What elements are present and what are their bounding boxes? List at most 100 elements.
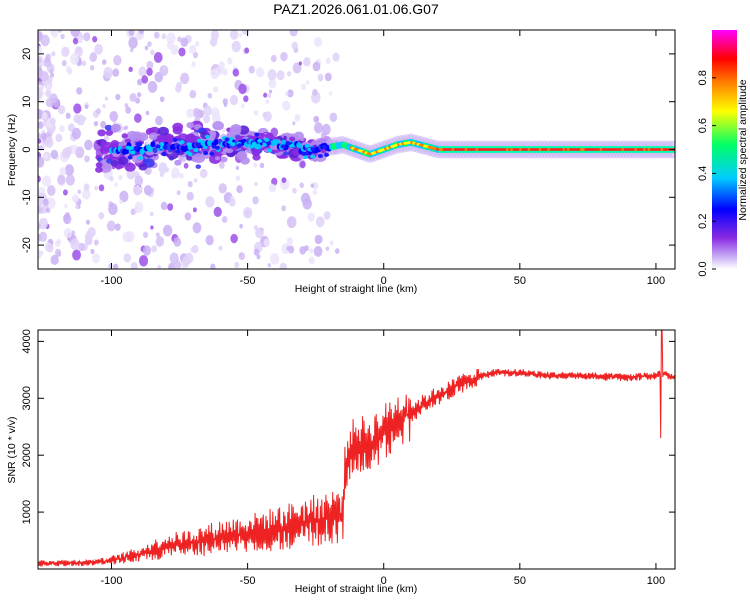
spectrogram-noise-blob [144,45,149,51]
spectrogram-noise-blob [138,30,145,35]
spectrogram-noise-blob [40,132,48,141]
spectrogram-noise-blob [191,244,199,254]
spectrogram-noise-blob [84,155,90,163]
spectrogram-noise-blob [83,32,91,42]
spectrogram-xtick-label: 100 [647,275,665,287]
spectrogram-ridge-cell [296,142,302,149]
spectrogram-noise-blob [94,185,98,191]
spectrogram-noise-blob [44,136,54,148]
spectrogram-noise-blob [51,30,58,38]
spectrogram-noise-blob [49,93,58,104]
spectrogram-noise-blob [94,43,103,55]
spectrogram-noise-blob [280,51,288,62]
snr-ytick-label: 2000 [21,443,33,467]
spectrogram-cloud-blob [214,156,221,161]
spectrogram-noise-blob [65,146,72,155]
spectrogram-noise-blob [146,67,153,76]
spectrogram-noise-blob [221,216,228,224]
spectrogram-bright-spot [321,145,327,150]
spectrogram-noise-blob [268,183,277,193]
spectrogram-noise-blob [289,30,298,37]
spectrogram-cloud-blob [226,131,235,138]
spectrogram-noise-blob [130,261,138,269]
spectrogram-noise-blob [235,175,241,182]
spectrogram-noise-blob [229,30,239,40]
spectrogram-noise-blob [41,112,48,120]
spectrogram-noise-blob [147,41,152,47]
spectrogram-noise-blob [313,122,323,134]
spectrogram-noise-blob [67,68,73,75]
spectrogram-noise-blob [101,59,107,65]
spectrogram-noise-blob [123,253,132,263]
spectrogram-noise-blob [329,112,338,123]
spectrogram-bright-spot [289,143,295,148]
spectrogram-noise-blob [281,243,291,255]
spectrogram-noise-blob [147,80,158,93]
spectrogram-noise-blob [263,111,272,122]
spectrogram-noise-blob [305,80,310,85]
spectrogram-noise-blob [203,105,212,117]
spectrogram-noise-blob [38,108,43,120]
spectrogram-bright-spot [137,155,143,160]
spectrogram-cloud-blob [186,155,193,161]
spectrogram-bright-spot [175,149,181,154]
spectrogram-noise-blob [281,205,287,212]
spectrogram-cloud-blob [124,162,136,172]
spectrogram-noise-blob [84,104,89,109]
spectrogram-noise-blob [312,189,318,196]
colorbar-gradient [712,30,737,269]
spectrogram-cloud-blob [195,164,202,169]
spectrogram-noise-blob [231,40,241,53]
spectrogram-noise-blob [193,178,198,183]
spectrogram-noise-blob [227,57,233,65]
spectrogram-noise-blob [82,188,91,200]
spectrogram-cloud-blob [219,156,228,163]
spectrogram-noise-blob [84,139,93,151]
spectrogram-noise-blob [119,199,123,205]
spectrogram-noise-blob [115,93,121,101]
spectrogram-xtick-label: -100 [100,275,122,287]
spectrogram-noise-blob [64,164,74,176]
spectrogram-noise-blob [113,54,122,66]
spectrogram-cloud-blob [283,151,289,156]
colorbar-tick-label: 0.4 [697,166,709,181]
spectrogram-noise-blob [112,68,120,77]
colorbar-tick-label: 0.0 [697,261,709,276]
spectrogram-noise-blob [286,71,292,77]
spectrogram-noise-blob [314,234,322,245]
spectrogram-noise-blob [38,88,43,100]
spectrogram-noise-blob [239,223,244,229]
spectrogram-ytick-label: 10 [21,96,33,108]
snr-axes: -100 -50 0 50 100 1000 2000 3000 4000 [21,329,675,587]
spectrogram-noise-blob [256,254,261,260]
spectrogram-noise-blob [180,72,190,85]
spectrogram-cloud-blob [138,163,148,171]
spectrogram-noise-blob [243,206,253,219]
spectrogram-noise-blob [109,111,119,122]
spectrogram-bright-spot [264,137,270,142]
spectrogram-noise-blob [38,138,42,144]
spectrogram-noise-blob [159,96,165,103]
spectrogram-noise-blob [315,116,319,122]
spectrogram-noise-blob [215,66,223,76]
spectrogram-noise-blob [70,30,80,37]
spectrogram-cloud-blob [110,123,121,132]
spectrogram-noise-blob [102,104,106,109]
spectrogram-noise-blob [50,149,59,159]
snr-xlabel: Height of straight line (km) [295,583,418,595]
spectrogram-noise-blob [166,32,176,44]
spectrogram-noise-blob [38,195,42,203]
spectrogram-noise-blob [151,245,157,253]
spectrogram-noise-blob [323,211,331,220]
spectrogram-noise-blob [70,53,80,65]
spectrogram-noise-blob [205,196,215,208]
spectrogram-noise-blob [271,177,278,186]
spectrogram-noise-blob [263,238,271,247]
spectrogram-bright-spot [155,144,161,149]
spectrogram-noise-blob [138,255,149,267]
spectrogram-noise-blob [141,75,149,84]
spectrogram-noise-blob [187,180,193,188]
spectrogram-noise-blob [77,189,82,195]
spectrogram-bright-spot [262,142,268,147]
